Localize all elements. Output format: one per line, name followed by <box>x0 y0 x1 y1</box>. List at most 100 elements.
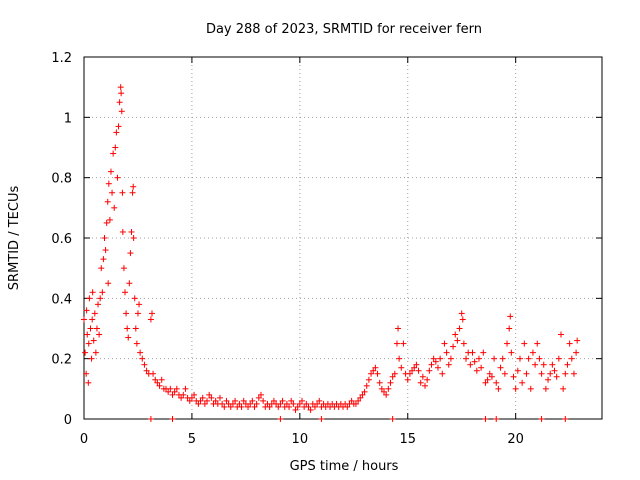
data-point <box>119 228 126 235</box>
data-point <box>188 394 195 401</box>
data-point <box>283 400 290 407</box>
data-point <box>395 325 402 332</box>
data-point <box>114 174 121 181</box>
data-point <box>275 403 282 410</box>
data-point <box>240 397 247 404</box>
data-point <box>260 397 267 404</box>
data-point <box>488 373 495 380</box>
x-tick-label: 10 <box>292 432 309 447</box>
data-point <box>105 180 112 187</box>
data-point <box>298 397 305 404</box>
data-point <box>245 403 252 410</box>
data-point <box>348 397 355 404</box>
data-point <box>551 367 558 374</box>
data-point <box>311 403 318 410</box>
x-tick-label: 5 <box>188 432 196 447</box>
data-point <box>307 406 314 413</box>
zero-marker <box>493 416 500 422</box>
data-point <box>398 364 405 371</box>
data-point <box>454 337 461 344</box>
data-point <box>83 307 90 314</box>
data-point <box>104 198 111 205</box>
data-point <box>136 301 143 308</box>
data-point <box>124 325 131 332</box>
data-point <box>195 400 202 407</box>
data-point <box>97 295 104 302</box>
data-point <box>501 370 508 377</box>
data-point <box>85 340 92 347</box>
data-point <box>88 355 95 362</box>
data-point <box>251 403 258 410</box>
data-point <box>81 316 87 323</box>
data-point <box>370 367 377 374</box>
data-point <box>393 340 400 347</box>
data-point <box>507 313 514 320</box>
data-point <box>573 349 580 356</box>
data-point <box>120 265 127 272</box>
data-point <box>139 355 146 362</box>
data-point <box>437 355 444 362</box>
data-point <box>105 280 112 287</box>
data-point <box>415 367 422 374</box>
data-point <box>236 400 243 407</box>
y-tick-label: 0.6 <box>51 232 72 247</box>
data-point <box>216 394 223 401</box>
data-point <box>473 367 480 374</box>
data-point <box>106 216 113 223</box>
data-point <box>103 219 110 226</box>
data-point <box>562 370 569 377</box>
data-point <box>506 325 513 332</box>
data-point <box>89 316 96 323</box>
data-point <box>568 355 575 362</box>
data-point <box>555 355 562 362</box>
data-point <box>376 379 383 386</box>
data-point <box>409 367 416 374</box>
data-point <box>143 367 150 374</box>
data-point <box>147 316 154 323</box>
data-point <box>374 370 381 377</box>
data-point <box>92 349 99 356</box>
data-point <box>532 361 539 368</box>
data-point <box>357 394 364 401</box>
data-point <box>486 370 493 377</box>
y-tick-label: 0.8 <box>51 172 72 187</box>
data-point <box>169 391 176 398</box>
data-point <box>148 310 155 317</box>
data-point <box>126 280 133 287</box>
data-point <box>478 364 485 371</box>
data-point <box>93 325 100 332</box>
data-point <box>516 355 523 362</box>
x-tick-label: 0 <box>80 432 88 447</box>
data-point <box>529 349 536 356</box>
data-point <box>197 397 204 404</box>
data-point <box>227 403 234 410</box>
data-point <box>475 355 482 362</box>
data-point <box>432 358 439 365</box>
data-point <box>361 388 368 395</box>
data-point <box>116 99 123 106</box>
data-point <box>564 361 571 368</box>
data-point <box>368 370 375 377</box>
data-point <box>574 337 581 344</box>
data-point <box>378 385 385 392</box>
data-point <box>484 376 491 383</box>
data-point <box>389 373 396 380</box>
data-point <box>117 84 124 91</box>
data-point <box>493 379 500 386</box>
data-point <box>95 301 102 308</box>
data-point <box>221 403 228 410</box>
data-point <box>419 373 426 380</box>
chart-title: Day 288 of 2023, SRMTID for receiver fer… <box>206 22 482 37</box>
data-point <box>98 265 105 272</box>
data-point <box>525 355 532 362</box>
data-point <box>499 355 506 362</box>
data-point <box>536 355 543 362</box>
data-point <box>314 400 321 407</box>
data-point <box>480 349 487 356</box>
data-point <box>538 370 545 377</box>
data-point <box>122 289 129 296</box>
data-point <box>385 385 392 392</box>
data-point <box>113 129 120 136</box>
